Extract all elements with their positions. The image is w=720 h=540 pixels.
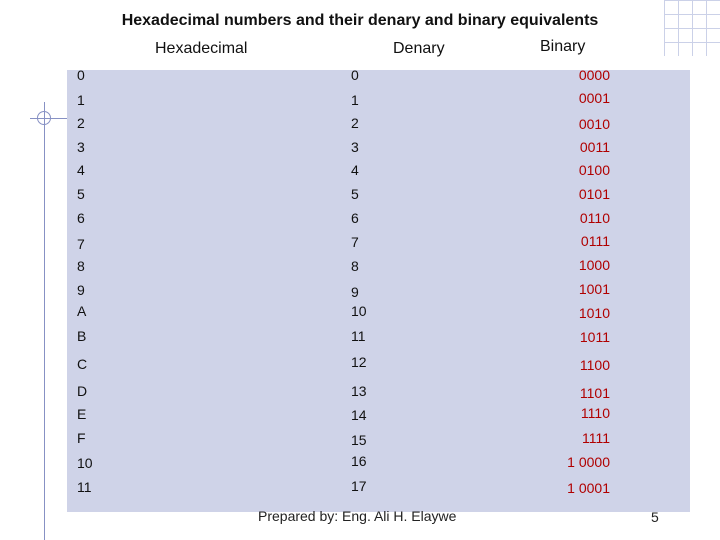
hex-cell: B [77,328,87,344]
hex-cell: 3 [77,139,85,155]
hex-cell: E [77,406,87,422]
binary-cell: 1110 [580,405,610,421]
denary-cell: 12 [351,354,367,370]
denary-cell: 1 [351,92,359,108]
binary-cell: 1001 [578,281,610,297]
denary-cell: 3 [351,139,359,155]
table-panel [67,70,690,512]
binary-cell: 0010 [578,116,610,132]
binary-cell: 1101 [579,385,610,401]
binary-cell: 0011 [579,139,610,155]
hex-cell: 11 [77,479,92,495]
denary-cell: 10 [351,303,367,319]
binary-cell: 1011 [579,329,610,345]
binary-cell: 0100 [578,162,610,178]
hex-cell: 8 [77,258,85,274]
denary-cell: 17 [351,478,367,494]
hex-cell: 6 [77,210,85,226]
hex-cell: A [77,303,87,319]
decorative-vertical-line [44,102,45,540]
footer-credit: Prepared by: Eng. Ali H. Elaywe [258,508,457,524]
denary-cell: 13 [351,383,367,399]
denary-cell: 0 [351,67,359,83]
binary-cell: 0111 [580,233,610,249]
binary-cell: 0001 [578,90,610,106]
denary-cell: 9 [351,284,359,300]
binary-cell: 1 0001 [567,480,610,496]
binary-cell: 1010 [578,305,610,321]
decorative-circle-icon [37,111,51,125]
denary-cell: 2 [351,115,359,131]
denary-cell: 6 [351,210,359,226]
hex-cell: D [77,383,88,399]
denary-cell: 11 [351,328,366,344]
hex-cell: 0 [77,67,85,83]
denary-cell: 5 [351,186,359,202]
binary-cell: 1 0000 [567,454,610,470]
hex-cell: 5 [77,186,85,202]
page-number: 5 [651,509,659,525]
hex-cell: C [77,356,88,372]
denary-cell: 16 [351,453,367,469]
corner-grid-decoration [664,0,720,56]
binary-cell: 0101 [578,186,610,202]
binary-cell: 1000 [578,257,610,273]
hex-cell: 7 [77,236,85,252]
binary-cell: 0000 [578,67,610,83]
denary-cell: 7 [351,234,359,250]
hex-cell: 9 [77,282,85,298]
denary-cell: 8 [351,258,359,274]
denary-cell: 14 [351,407,367,423]
denary-cell: 4 [351,162,359,178]
hex-cell: 4 [77,162,85,178]
hex-cell: 2 [77,115,85,131]
binary-cell: 0110 [579,210,610,226]
binary-cell: 1100 [579,357,610,373]
hex-cell: F [77,430,86,446]
slide-title: Hexadecimal numbers and their denary and… [121,12,599,29]
header-binary: Binary [540,38,586,55]
binary-cell: 1111 [581,430,610,446]
hex-cell: 10 [77,455,93,471]
header-denary: Denary [393,40,445,57]
header-hexadecimal: Hexadecimal [155,40,248,57]
denary-cell: 15 [351,432,367,448]
hex-cell: 1 [77,92,85,108]
